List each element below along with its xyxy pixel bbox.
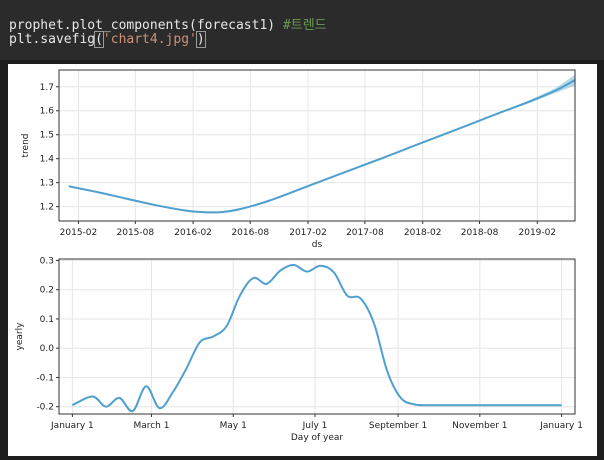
y-tick-label: 0.0 <box>40 344 55 354</box>
y-axis-label: yearly <box>15 322 25 351</box>
y-tick-label: 1.2 <box>40 203 54 213</box>
yearly-line <box>71 263 562 413</box>
code-line-1[interactable]: prophet.plot_components(forecast1) #트렌드 <box>9 14 327 33</box>
yearly-plot: January 1 March 1 May 1 July 1 September 1 No… <box>15 256 583 443</box>
yearly-axes-frame <box>58 258 576 415</box>
y-tick-label: 0.2 <box>40 286 54 296</box>
y-tick-label: 1.6 <box>40 107 55 117</box>
x-tick-label: November 1 <box>452 421 507 431</box>
x-tick-label: 2016-08 <box>231 228 269 238</box>
code-comment: #트렌드 <box>282 18 327 33</box>
code-text: prophet.plot_components(forecast1) <box>9 18 283 33</box>
components-figure: 2015-02 2015-08 2016-02 2016-08 2017-02 2017-… <box>15 69 583 443</box>
x-tick-label: 2016-02 <box>174 228 212 238</box>
x-tick-label: 2017-02 <box>289 228 327 238</box>
x-tick-label: May 1 <box>220 421 247 431</box>
x-tick-label: January 1 <box>539 421 583 431</box>
trend-plot: 2015-02 2015-08 2016-02 2016-08 2017-02 2017-… <box>21 69 576 250</box>
code-text: plt.savefig <box>9 32 96 47</box>
x-tick-label: July 1 <box>302 421 328 431</box>
y-tick-label: 1.7 <box>40 83 54 93</box>
trend-axes-frame <box>58 69 576 222</box>
x-tick-label: 2019-02 <box>519 228 557 238</box>
code-string: 'chart4.jpg' <box>102 32 197 47</box>
x-tick-label: January 1 <box>50 421 94 431</box>
code-cell[interactable]: prophet.plot_components(forecast1) #트렌드 … <box>0 0 604 60</box>
y-tick-label: 1.4 <box>40 155 55 165</box>
y-tick-label: 1.5 <box>40 131 54 141</box>
y-tick-label: -0.2 <box>36 403 54 413</box>
output-image: 2015-02 2015-08 2016-02 2016-08 2017-02 2017-… <box>8 64 597 456</box>
x-axis-label: Day of year <box>291 433 344 443</box>
y-tick-label: 1.3 <box>40 179 54 189</box>
x-axis-label: ds <box>312 240 323 250</box>
y-tick-label: 0.3 <box>40 256 54 266</box>
code-line-2[interactable]: plt.savefig('chart4.jpg') <box>9 31 206 48</box>
x-tick-label: 2015-02 <box>60 228 98 238</box>
x-tick-label: 2015-08 <box>117 228 155 238</box>
close-paren: ) <box>195 31 206 48</box>
y-tick-label: -0.1 <box>36 373 54 383</box>
x-tick-label: March 1 <box>133 421 169 431</box>
trend-line <box>68 79 576 214</box>
x-tick-label: 2018-02 <box>404 228 442 238</box>
x-tick-label: 2017-08 <box>346 228 384 238</box>
x-tick-label: 2018-08 <box>461 228 499 238</box>
y-tick-label: 0.1 <box>40 315 54 325</box>
x-tick-label: September 1 <box>369 421 427 431</box>
open-paren: ( <box>94 31 104 48</box>
y-axis-label: trend <box>21 134 31 158</box>
